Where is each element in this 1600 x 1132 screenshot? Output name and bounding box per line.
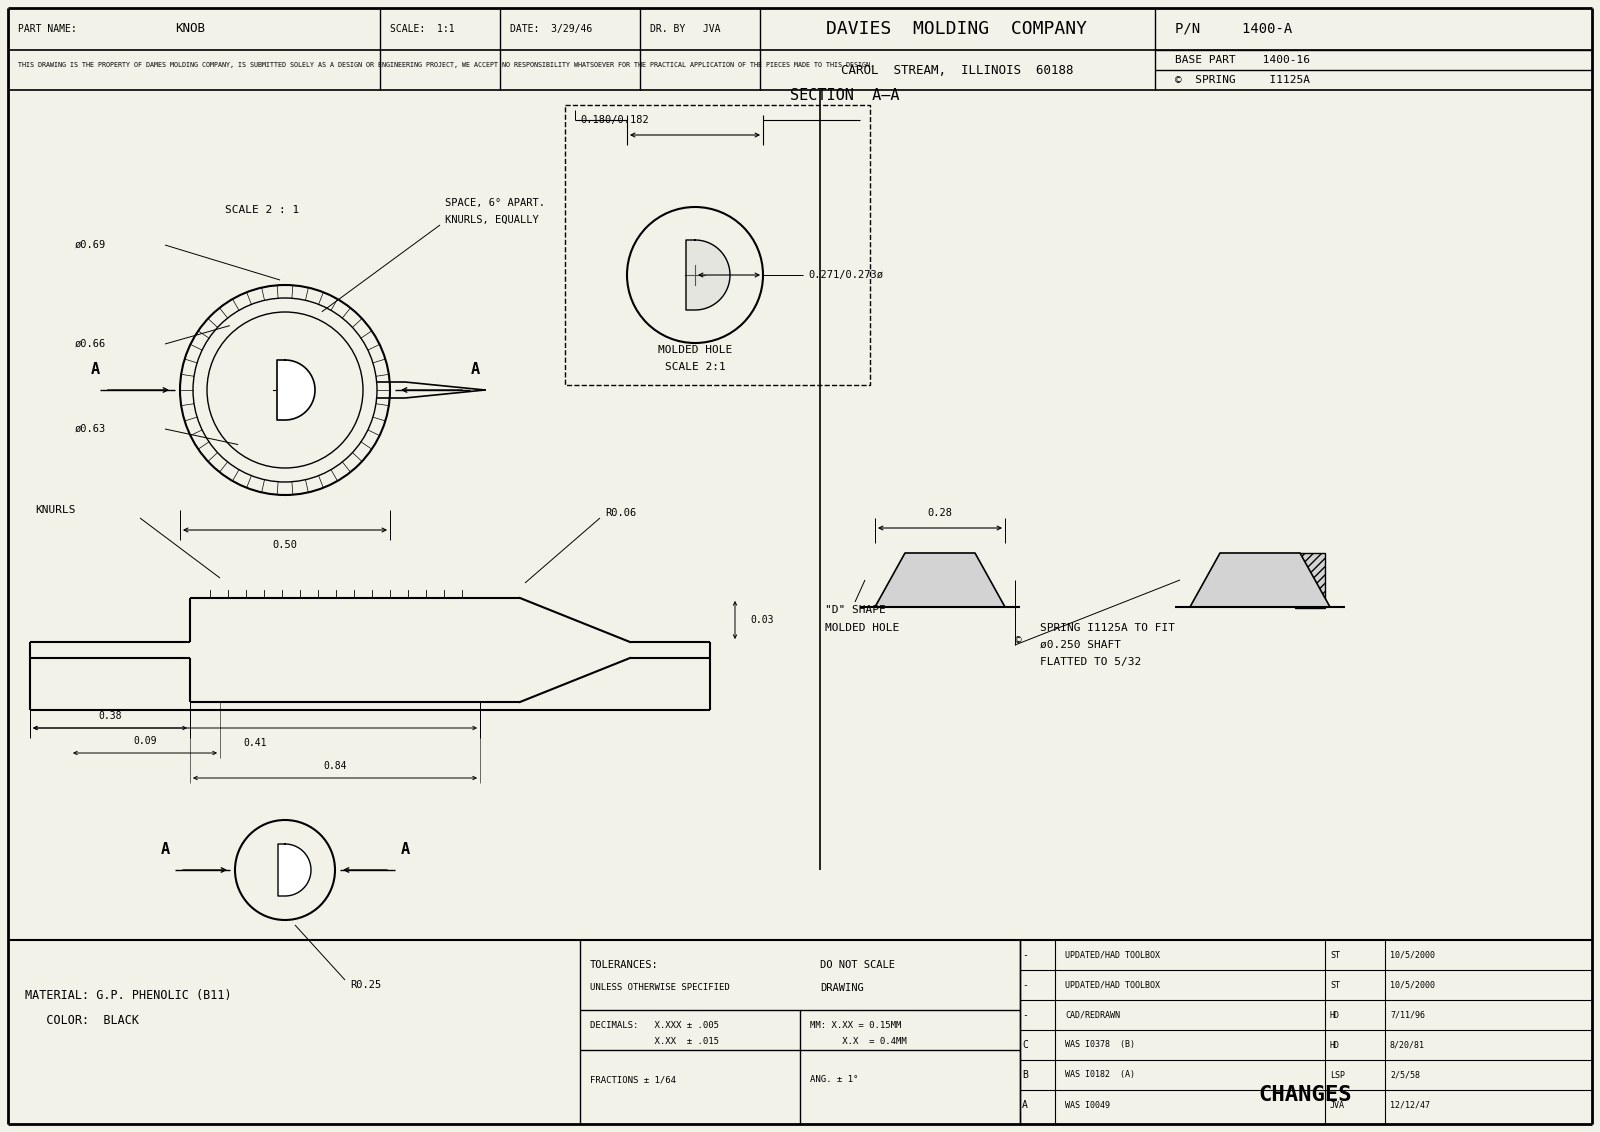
Text: MOLDED HOLE: MOLDED HOLE bbox=[658, 345, 733, 355]
Text: UNLESS OTHERWISE SPECIFIED: UNLESS OTHERWISE SPECIFIED bbox=[590, 984, 730, 993]
Text: KNURLS, EQUALLY: KNURLS, EQUALLY bbox=[445, 215, 539, 225]
Text: 0.09: 0.09 bbox=[133, 736, 157, 746]
Text: ANG. ± 1°: ANG. ± 1° bbox=[810, 1075, 858, 1084]
Text: ø0.250 SHAFT: ø0.250 SHAFT bbox=[1040, 640, 1122, 650]
Text: 12/12/47: 12/12/47 bbox=[1390, 1100, 1430, 1109]
Text: A: A bbox=[400, 842, 410, 858]
Text: CAD/REDRAWN: CAD/REDRAWN bbox=[1066, 1011, 1120, 1020]
Text: 0.271/0.273ø: 0.271/0.273ø bbox=[808, 271, 883, 280]
Text: 0.28: 0.28 bbox=[928, 508, 952, 518]
Text: A: A bbox=[1022, 1100, 1027, 1110]
Polygon shape bbox=[875, 554, 1005, 607]
Text: KNOB: KNOB bbox=[174, 23, 205, 35]
Bar bbox=[565, 105, 870, 385]
Text: -: - bbox=[1022, 950, 1027, 960]
Text: R0.06: R0.06 bbox=[605, 508, 637, 518]
Text: DATE:  3/29/46: DATE: 3/29/46 bbox=[510, 24, 592, 34]
Text: FRACTIONS ± 1/64: FRACTIONS ± 1/64 bbox=[590, 1075, 675, 1084]
Text: 0.84: 0.84 bbox=[323, 761, 347, 771]
Text: FLATTED TO 5/32: FLATTED TO 5/32 bbox=[1040, 657, 1141, 667]
Text: ©  SPRING     I1125A: © SPRING I1125A bbox=[1174, 75, 1310, 85]
Text: A: A bbox=[91, 362, 99, 377]
Text: 10/5/2000: 10/5/2000 bbox=[1390, 951, 1435, 960]
Text: SECTION  A–A: SECTION A–A bbox=[790, 87, 899, 103]
Text: UPDATED/HAD TOOLBOX: UPDATED/HAD TOOLBOX bbox=[1066, 980, 1160, 989]
Text: C: C bbox=[1022, 1040, 1027, 1050]
Text: 7/11/96: 7/11/96 bbox=[1390, 1011, 1426, 1020]
Text: WAS I0378  (B): WAS I0378 (B) bbox=[1066, 1040, 1134, 1049]
Text: SPACE, 6° APART.: SPACE, 6° APART. bbox=[445, 198, 546, 208]
Text: MOLDED HOLE: MOLDED HOLE bbox=[826, 623, 899, 633]
Text: ø0.66: ø0.66 bbox=[74, 338, 106, 349]
Text: B: B bbox=[1022, 1070, 1027, 1080]
Polygon shape bbox=[1190, 554, 1330, 607]
Text: THIS DRAWING IS THE PROPERTY OF DAMES MOLDING COMPANY, IS SUBMITTED SOLELY AS A : THIS DRAWING IS THE PROPERTY OF DAMES MO… bbox=[18, 62, 874, 68]
Text: 8/20/81: 8/20/81 bbox=[1390, 1040, 1426, 1049]
Text: "D" SHAPE: "D" SHAPE bbox=[826, 604, 886, 615]
Text: ø0.63: ø0.63 bbox=[74, 424, 106, 434]
Text: SCALE 2 : 1: SCALE 2 : 1 bbox=[226, 205, 299, 215]
Text: BASE PART    1400-16: BASE PART 1400-16 bbox=[1174, 55, 1310, 65]
Text: DRAWING: DRAWING bbox=[819, 983, 864, 993]
Text: WAS I0182  (A): WAS I0182 (A) bbox=[1066, 1071, 1134, 1080]
Text: LSP: LSP bbox=[1330, 1071, 1346, 1080]
Text: -: - bbox=[1022, 1010, 1027, 1020]
Text: COLOR:  BLACK: COLOR: BLACK bbox=[26, 1013, 139, 1027]
Text: CAROL  STREAM,  ILLINOIS  60188: CAROL STREAM, ILLINOIS 60188 bbox=[840, 63, 1074, 77]
Text: ©: © bbox=[1014, 635, 1022, 645]
Text: JVA: JVA bbox=[1330, 1100, 1346, 1109]
Polygon shape bbox=[277, 360, 315, 420]
Text: DO NOT SCALE: DO NOT SCALE bbox=[819, 960, 894, 970]
Text: 0.38: 0.38 bbox=[98, 711, 122, 721]
Text: X.XX  ± .015: X.XX ± .015 bbox=[590, 1038, 718, 1046]
Text: MATERIAL: G.P. PHENOLIC (B11): MATERIAL: G.P. PHENOLIC (B11) bbox=[26, 988, 232, 1002]
Text: SCALE 2:1: SCALE 2:1 bbox=[664, 362, 725, 372]
Text: SPRING I1125A TO FIT: SPRING I1125A TO FIT bbox=[1040, 623, 1174, 633]
Bar bbox=[1294, 554, 1325, 608]
Polygon shape bbox=[278, 844, 310, 897]
Text: MM: X.XX = 0.15MM: MM: X.XX = 0.15MM bbox=[810, 1021, 901, 1029]
Text: ST: ST bbox=[1330, 980, 1341, 989]
Text: KNURLS: KNURLS bbox=[35, 505, 75, 515]
Text: DECIMALS:   X.XXX ± .005: DECIMALS: X.XXX ± .005 bbox=[590, 1021, 718, 1029]
Text: SCALE:  1:1: SCALE: 1:1 bbox=[390, 24, 454, 34]
Polygon shape bbox=[686, 240, 730, 310]
Text: 2/5/58: 2/5/58 bbox=[1390, 1071, 1421, 1080]
Text: 0.41: 0.41 bbox=[243, 738, 267, 748]
Text: HD: HD bbox=[1330, 1011, 1341, 1020]
Text: DAVIES  MOLDING  COMPANY: DAVIES MOLDING COMPANY bbox=[827, 20, 1088, 38]
Text: DR. BY   JVA: DR. BY JVA bbox=[650, 24, 720, 34]
Text: -: - bbox=[1022, 980, 1027, 990]
Text: HD: HD bbox=[1330, 1040, 1341, 1049]
Text: ST: ST bbox=[1330, 951, 1341, 960]
Text: A: A bbox=[160, 842, 170, 858]
Text: 0.180/0.182: 0.180/0.182 bbox=[579, 115, 648, 125]
Text: X.X  = 0.4MM: X.X = 0.4MM bbox=[810, 1038, 907, 1046]
Text: 10/5/2000: 10/5/2000 bbox=[1390, 980, 1435, 989]
Text: ø0.69: ø0.69 bbox=[74, 240, 106, 250]
Text: CHANGES: CHANGES bbox=[1258, 1084, 1352, 1105]
Text: 0.50: 0.50 bbox=[272, 540, 298, 550]
Text: 0.03: 0.03 bbox=[750, 615, 773, 625]
Text: P/N     1400-A: P/N 1400-A bbox=[1174, 22, 1293, 36]
Text: WAS I0049: WAS I0049 bbox=[1066, 1100, 1110, 1109]
Text: PART NAME:: PART NAME: bbox=[18, 24, 77, 34]
Text: R0.25: R0.25 bbox=[350, 980, 381, 990]
Text: UPDATED/HAD TOOLBOX: UPDATED/HAD TOOLBOX bbox=[1066, 951, 1160, 960]
Text: TOLERANCES:: TOLERANCES: bbox=[590, 960, 659, 970]
Text: A: A bbox=[470, 362, 480, 377]
